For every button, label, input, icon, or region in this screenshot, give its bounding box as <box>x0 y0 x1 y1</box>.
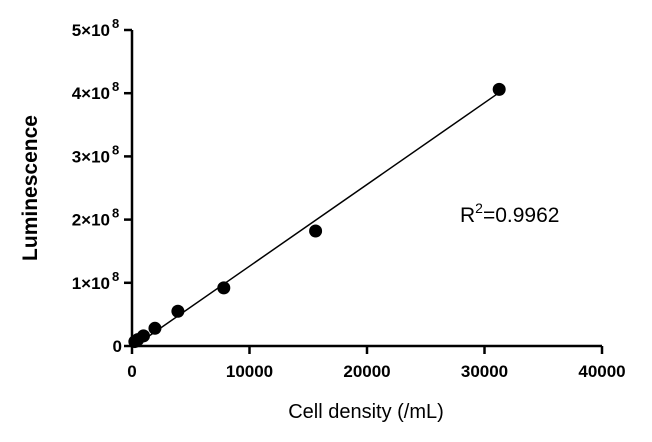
x-axis-ticks: 0 10000 20000 30000 40000 <box>127 346 626 381</box>
r-squared-annotation: R2=0.9962 <box>460 200 559 227</box>
y-axis-ticks: 01×10 82×10 83×10 84×10 85×10 8 <box>72 16 132 356</box>
x-tick-label: 20000 <box>343 362 390 381</box>
data-point <box>148 321 162 335</box>
y-tick-label: 5×10 <box>72 21 110 40</box>
y-tick-label: 3×10 <box>72 147 110 166</box>
x-tick-label: 10000 <box>226 362 273 381</box>
r-squared-value: =0.9962 <box>483 204 560 227</box>
data-points <box>128 82 506 349</box>
data-point <box>217 281 231 295</box>
fit-line <box>131 91 500 349</box>
x-tick-label: 40000 <box>578 362 625 381</box>
y-tick-label: 2×10 <box>72 211 110 230</box>
x-axis-title: Cell density (/mL) <box>288 401 444 423</box>
y-tick-label: 4×10 <box>72 84 110 103</box>
data-point <box>136 329 150 343</box>
r-squared-r: R <box>460 204 475 227</box>
r-squared-sup: 2 <box>475 200 483 216</box>
y-tick-exponent: 8 <box>112 16 119 31</box>
data-point <box>309 224 323 238</box>
y-tick-exponent: 8 <box>112 269 119 284</box>
data-point <box>492 82 506 96</box>
y-tick-label: 1×10 <box>72 274 110 293</box>
y-tick-exponent: 8 <box>112 206 119 221</box>
y-tick-label: 0 <box>113 337 122 356</box>
y-tick-exponent: 8 <box>112 142 119 157</box>
x-tick-label: 0 <box>127 362 136 381</box>
data-point <box>171 304 185 318</box>
y-tick-exponent: 8 <box>112 79 119 94</box>
y-axis-title: Luminescence <box>19 115 42 261</box>
x-tick-label: 30000 <box>461 362 508 381</box>
